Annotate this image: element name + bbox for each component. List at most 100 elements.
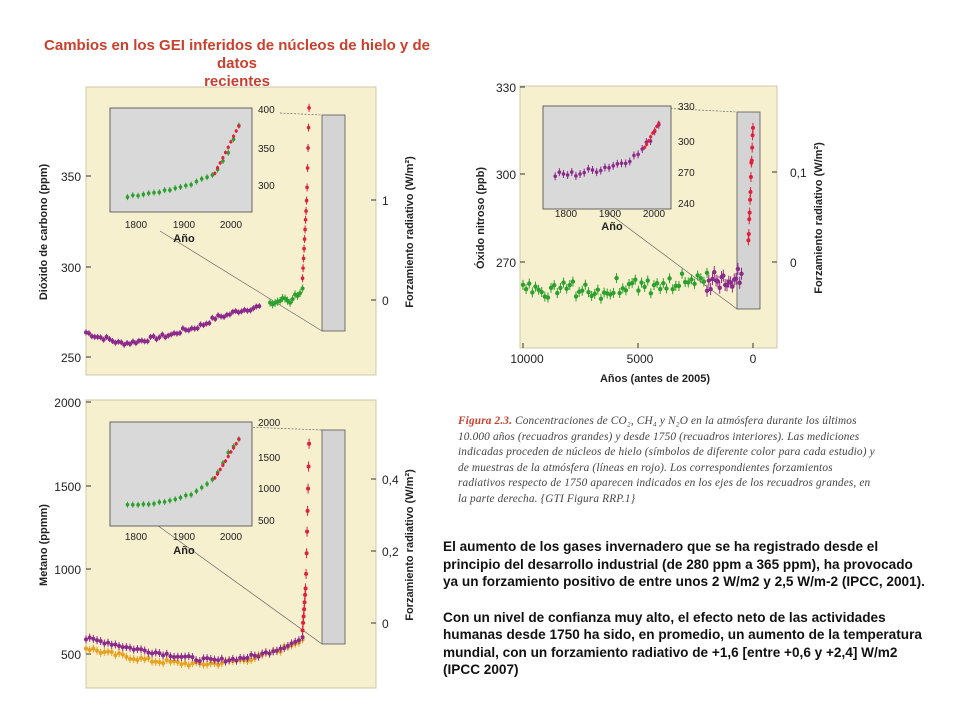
ch4-atmos-point xyxy=(303,583,308,594)
n2o-ice-green-point xyxy=(689,274,694,285)
ch4-ice-orange-point xyxy=(139,653,144,662)
co2-atmos-point xyxy=(302,244,306,253)
n2o-ytick: 330 xyxy=(496,81,516,95)
n2o-inset-area xyxy=(542,105,672,210)
n2o-inset-point xyxy=(615,159,620,168)
n2o-inset-point xyxy=(623,159,628,168)
ch4-ice-purple-point xyxy=(161,651,166,660)
ch4-y2label: Forzamiento radiativo (W/m²) xyxy=(404,469,416,621)
n2o-inset-point xyxy=(603,163,607,172)
ch4-ice-purple-point xyxy=(296,636,301,645)
n2o-ice-green-point xyxy=(598,293,604,304)
co2-ice-green-point xyxy=(288,298,293,307)
ch4-y2-axis: 0,4 0,2 0 Forzamiento radiativo (W/m²) xyxy=(371,469,416,631)
ch4-inset-point xyxy=(226,449,231,456)
ch4-y-axis: 2000 1500 1000 500 Metano (ppmm) xyxy=(38,396,91,662)
co2-atmos-point xyxy=(302,235,307,244)
ch4-inset-point xyxy=(136,501,140,508)
co2-y2tick: 1 xyxy=(382,194,389,208)
n2o-ice-green-point xyxy=(661,278,666,289)
ch4-ice-purple-point xyxy=(241,654,246,663)
co2-inset-point xyxy=(146,190,151,197)
ch4-ice-purple-point xyxy=(135,644,140,653)
co2-inset-point xyxy=(168,187,172,194)
ch4-ice-purple-point xyxy=(274,646,279,655)
ch4-ice-orange-point xyxy=(153,657,158,666)
n2o-ice-green-point xyxy=(648,288,654,299)
co2-inset-area xyxy=(109,107,253,213)
ch4-inset-point xyxy=(168,497,172,504)
ch4-ice-purple-point xyxy=(238,653,243,662)
n2o-ice-purple-point xyxy=(706,274,712,287)
ch4-inset-atm-point xyxy=(221,463,225,468)
ch4-inset-point xyxy=(125,501,130,508)
ch4-inset: 1800 1900 2000 Año 2000 1500 1000 500 xyxy=(109,418,281,557)
co2-panel: 350 300 250 Dióxido de carbono (ppm) 1 0… xyxy=(38,86,416,376)
ch4-inset-point xyxy=(141,501,146,508)
n2o-inset-point xyxy=(582,168,587,177)
n2o-ice-green-point xyxy=(539,287,544,298)
ch4-panel: 2000 1500 1000 500 Metano (ppmm) 0,4 0,2… xyxy=(38,396,416,689)
co2-ice-purple-point xyxy=(183,326,188,333)
paragraph-2: Con un nivel de confianza muy alto, el e… xyxy=(443,609,922,678)
ch4-ice-orange-point xyxy=(95,646,100,655)
co2-marks xyxy=(84,103,311,348)
ch4-ice-orange-point xyxy=(102,647,107,656)
n2o-ytick: 270 xyxy=(496,256,516,270)
n2o-atmos-point xyxy=(750,130,755,141)
ch4-ice-purple-point xyxy=(91,634,96,643)
co2-ice-purple-point xyxy=(245,307,250,314)
figure-title-line1: Cambios en los GEI inferidos de núcleos … xyxy=(44,37,430,72)
ch4-inset-xtick: 1900 xyxy=(173,532,196,543)
n2o-inset-atm-point xyxy=(657,121,661,126)
n2o-ytick: 300 xyxy=(496,168,516,182)
n2o-y2tick: 0,1 xyxy=(790,166,807,180)
ch4-ice-purple-point xyxy=(271,647,276,656)
n2o-ice-green-point xyxy=(651,280,657,291)
n2o-inset-marks xyxy=(553,120,661,181)
n2o-inset-point xyxy=(627,157,632,166)
co2-ice-purple-point xyxy=(186,327,191,334)
co2-y-axis: 350 300 250 Dióxido de carbono (ppm) xyxy=(38,164,91,365)
n2o-inset-ytick: 240 xyxy=(678,199,695,210)
ch4-atmos-point xyxy=(307,438,312,449)
ch4-highlight-box xyxy=(321,429,346,645)
n2o-inset-point xyxy=(607,163,611,172)
ch4-ice-purple-point xyxy=(172,652,177,661)
n2o-ylabel: Óxido nitroso (ppb) xyxy=(474,167,487,269)
co2-inset-ytick: 350 xyxy=(258,144,275,155)
ch4-ice-purple-point xyxy=(252,651,257,660)
ch4-ylabel: Metano (ppmm) xyxy=(38,504,50,586)
n2o-inset-atm-point xyxy=(649,134,653,139)
caption-text: Concentraciones de CO₂, CH₄ y N₂O en la … xyxy=(458,415,875,505)
n2o-inset-atm-point xyxy=(655,124,659,129)
n2o-ice-green-point xyxy=(701,276,707,287)
n2o-inset-atm-point xyxy=(647,138,651,143)
co2-atmos-point xyxy=(307,103,311,112)
co2-ice-purple-point xyxy=(154,336,159,343)
co2-ice-purple-point xyxy=(195,325,200,332)
n2o-ice-green-point xyxy=(530,287,535,298)
co2-ice-purple-point xyxy=(101,336,106,343)
n2o-inset-point xyxy=(598,166,603,175)
ch4-ice-purple-point xyxy=(245,653,250,662)
ch4-ice-purple-point xyxy=(205,654,210,663)
co2-inset-ytick: 300 xyxy=(258,181,275,192)
n2o-inset-point xyxy=(565,171,570,180)
ch4-ice-purple-point xyxy=(142,646,147,655)
co2-ice-purple-point xyxy=(128,340,133,347)
n2o-inset-point xyxy=(586,164,591,173)
ch4-inset-point xyxy=(173,496,178,503)
n2o-ice-green-point xyxy=(533,281,538,292)
ch4-ice-purple-point xyxy=(249,650,254,659)
ch4-ice-purple-point xyxy=(168,652,173,661)
n2o-ice-green-point xyxy=(555,288,560,299)
co2-inset-xtick: 1800 xyxy=(125,220,148,231)
co2-ice-green-point xyxy=(295,291,300,300)
co2-inset-atm-point xyxy=(223,150,228,155)
ch4-ice-purple-point xyxy=(293,637,298,646)
n2o-atmos-point xyxy=(750,142,755,153)
co2-ice-purple-point xyxy=(192,325,197,332)
n2o-ice-green-point xyxy=(673,280,679,291)
ch4-ice-purple-point xyxy=(157,649,162,658)
